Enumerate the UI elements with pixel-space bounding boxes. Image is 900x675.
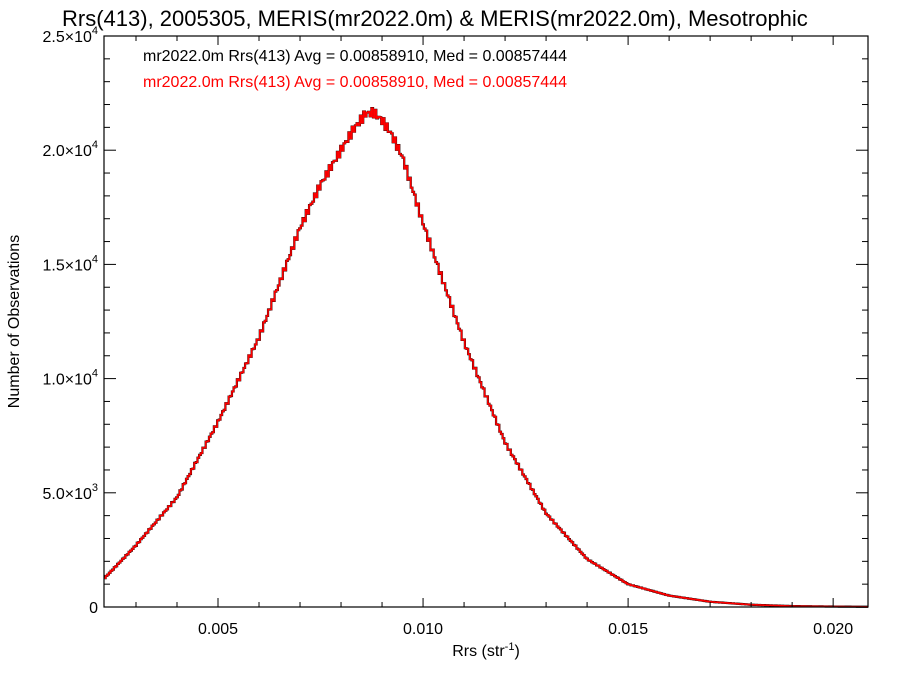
histogram-curves (104, 107, 868, 608)
y-tick-label-mantissa: 1.0×10 (42, 372, 91, 389)
x-axis-label-text: Rrs (str (452, 643, 505, 660)
x-tick-label: 0.015 (608, 621, 648, 638)
x-tick-label: 0.005 (198, 621, 238, 638)
y-tick-label-exponent: 3 (92, 482, 98, 494)
y-tick-label-exponent: 4 (92, 253, 98, 265)
x-axis-label-close: ) (514, 643, 519, 660)
plot-frame (103, 35, 869, 608)
y-tick-label: 1.5×104 (42, 253, 98, 274)
histogram-series-1 (104, 107, 868, 608)
x-tick-label: 0.010 (403, 621, 443, 638)
legend-entry-1: mr2022.0m Rrs(413) Avg = 0.00858910, Med… (143, 48, 567, 65)
x-axis-label-superscript: -1 (505, 641, 515, 653)
y-tick-label-exponent: 4 (92, 139, 98, 151)
y-tick-label-mantissa: 2.5×10 (42, 29, 91, 46)
y-tick-label-mantissa: 0 (89, 600, 98, 617)
y-tick-label-mantissa: 5.0×10 (42, 486, 91, 503)
y-tick-label: 2.0×104 (42, 139, 98, 160)
x-tick-label: 0.020 (813, 621, 853, 638)
y-tick-label: 2.5×104 (42, 25, 98, 46)
y-axis-label: Number of Observations (6, 235, 23, 408)
y-tick-label-exponent: 4 (92, 368, 98, 380)
axis-ticks: 0.005 0.010 0.015 0.02005.0×1031.0×1041.5×1… (42, 25, 868, 638)
y-tick-label: 5.0×103 (42, 482, 98, 503)
y-tick-label-mantissa: 1.5×10 (42, 257, 91, 274)
y-tick-label-exponent: 4 (92, 25, 98, 37)
y-tick-label: 1.0×104 (42, 368, 98, 389)
histogram-series-2 (104, 107, 868, 608)
legend: mr2022.0m Rrs(413) Avg = 0.00858910, Med… (143, 48, 567, 91)
chart-title: Rrs(413), 2005305, MERIS(mr2022.0m) & ME… (62, 6, 808, 31)
legend-entry-2: mr2022.0m Rrs(413) Avg = 0.00858910, Med… (143, 74, 567, 91)
x-axis-label: Rrs (str-1) (452, 641, 520, 660)
y-tick-label: 0 (89, 600, 98, 617)
y-tick-label-mantissa: 2.0×10 (42, 143, 91, 160)
